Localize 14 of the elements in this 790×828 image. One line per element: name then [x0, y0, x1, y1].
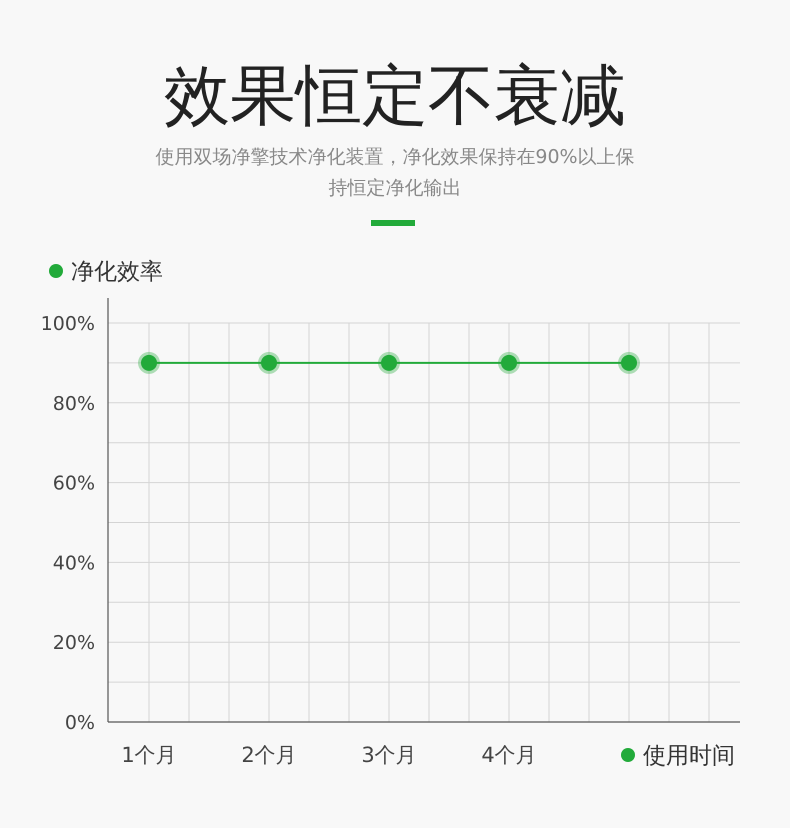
y-tick-label: 40% — [52, 552, 95, 574]
chart-title: 效果恒定不衰减 — [164, 57, 626, 134]
y-tick-label: 80% — [52, 392, 95, 415]
x-tick-label: 2个月 — [241, 743, 297, 767]
legend-label: 净化效率 — [71, 259, 163, 285]
x-axis-title: 使用时间 — [643, 743, 735, 769]
chart-subtitle: 使用双场净擎技术净化装置，净化效果保持在90%以上保持恒定净化输出 — [155, 145, 635, 201]
y-tick-label: 0% — [64, 712, 95, 734]
y-tick-label: 20% — [52, 632, 95, 654]
y-tick-label: 60% — [52, 472, 95, 495]
x-tick-label: 4个月 — [481, 743, 537, 767]
x-tick-label: 1个月 — [121, 743, 177, 767]
y-tick-label: 100% — [40, 313, 95, 335]
x-tick-label: 3个月 — [361, 743, 417, 767]
